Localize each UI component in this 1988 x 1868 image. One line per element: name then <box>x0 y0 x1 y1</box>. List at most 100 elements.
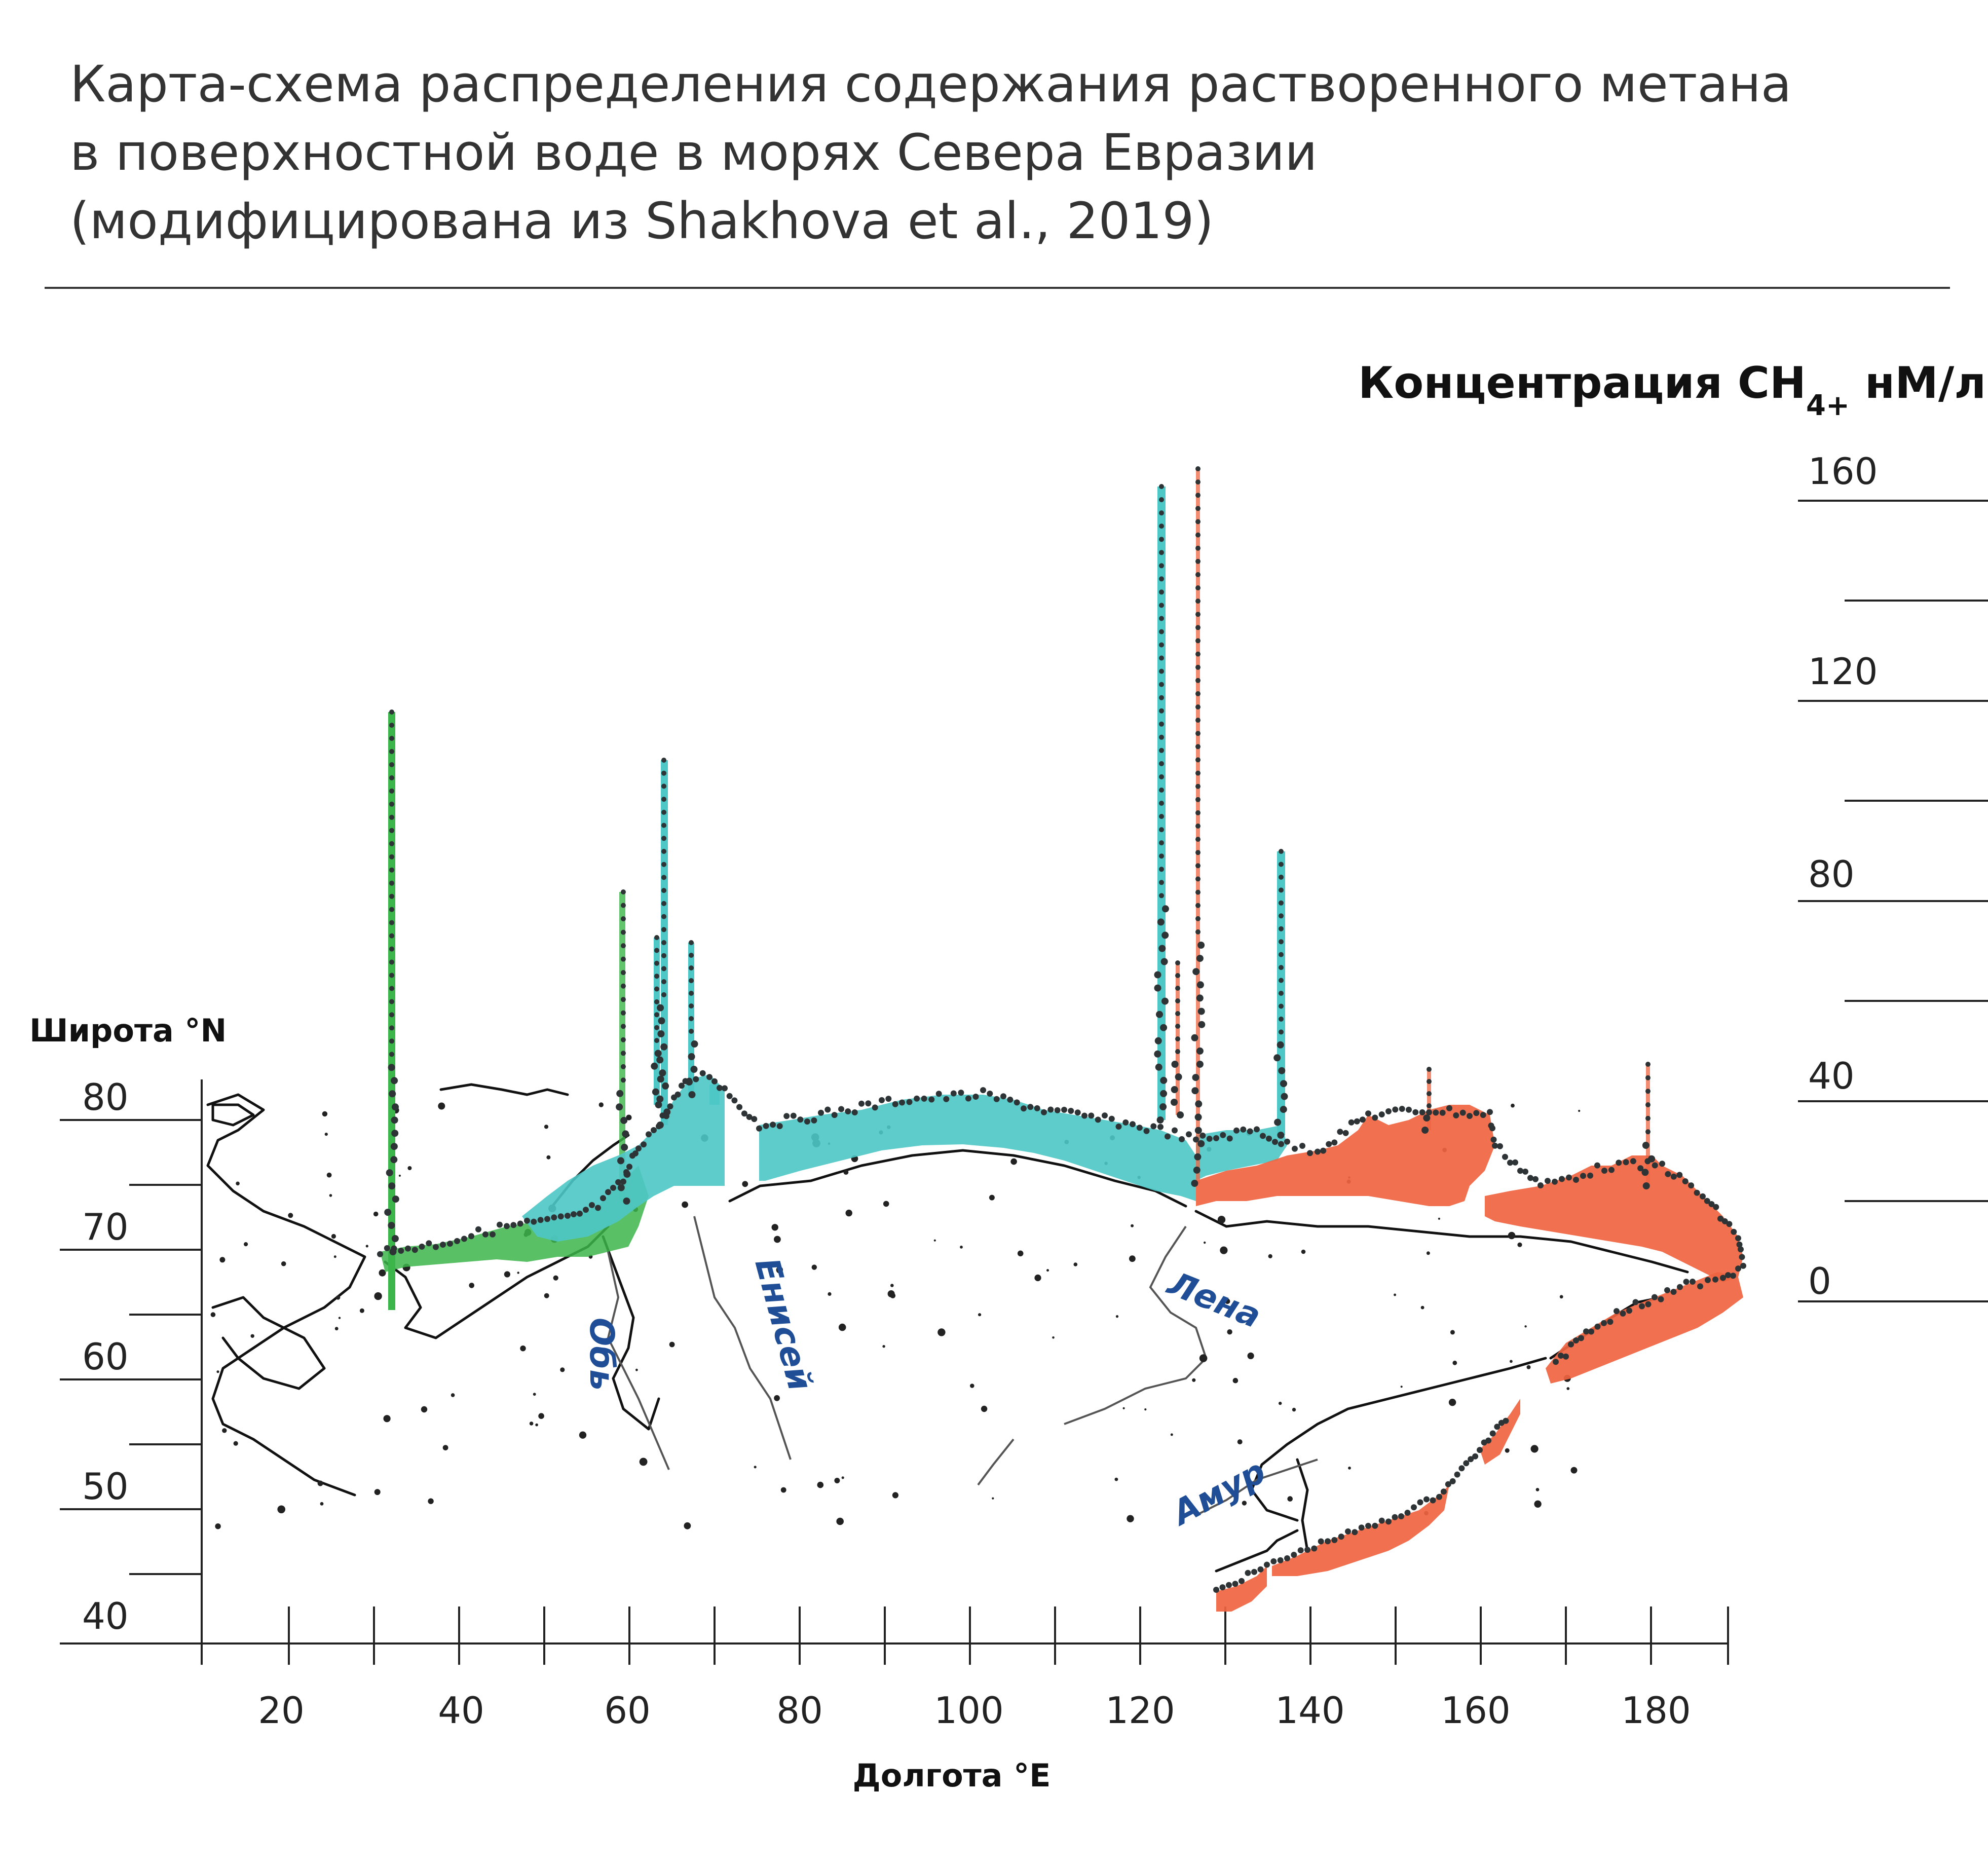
measurement-point <box>654 948 659 953</box>
measurement-point <box>389 749 394 754</box>
measurement-point <box>610 1184 616 1191</box>
map-speck <box>216 1370 219 1373</box>
measurement-point <box>741 1110 747 1117</box>
measurement-point <box>1272 1139 1278 1145</box>
measurement-point <box>389 880 394 886</box>
measurement-point <box>1639 1303 1645 1310</box>
measurement-point <box>1637 1165 1644 1172</box>
measurement-point <box>1195 519 1201 525</box>
measurement-point <box>654 974 659 979</box>
measurement-point <box>1587 1172 1593 1179</box>
map-speck <box>335 1295 341 1300</box>
measurement-point <box>1292 1145 1298 1152</box>
measurement-point <box>1233 1127 1240 1134</box>
map-speck <box>1242 1501 1247 1506</box>
measurement-point <box>1159 589 1164 595</box>
title-line-2: в поверхностной воде в морях Севера Евра… <box>70 124 1318 182</box>
measurement-point <box>1245 1570 1251 1576</box>
measurement-point <box>1449 1478 1456 1484</box>
measurement-point <box>1195 718 1201 723</box>
map-speck <box>407 1166 412 1170</box>
measurement-point <box>689 991 694 996</box>
measurement-point <box>1195 651 1201 657</box>
measurement-point <box>1326 1141 1332 1147</box>
map-speck <box>774 1236 781 1243</box>
measurement-point <box>621 943 626 949</box>
measurement-point <box>1365 1522 1371 1529</box>
measurement-point <box>693 1076 699 1082</box>
measurement-point <box>1738 1246 1744 1253</box>
map-speck <box>635 1368 638 1371</box>
measurement-point <box>1440 1488 1447 1495</box>
measurement-point <box>1677 1284 1683 1290</box>
measurement-point <box>1665 1171 1671 1177</box>
measurement-point <box>1404 1510 1411 1516</box>
measurement-point <box>746 1114 753 1120</box>
measurement-point <box>1552 1178 1558 1185</box>
map-speck <box>1450 1330 1455 1335</box>
measurement-point <box>1632 1299 1639 1305</box>
map-speck <box>1237 1439 1243 1445</box>
measurement-point <box>1195 479 1201 485</box>
measurement-point <box>654 986 659 992</box>
map-speck <box>281 1261 286 1266</box>
measurement-point <box>1159 484 1164 489</box>
measurement-point <box>1195 638 1201 644</box>
map-speck <box>438 1102 445 1110</box>
measurement-point <box>661 979 666 985</box>
measurement-point <box>1566 1174 1572 1181</box>
measurement-point <box>1492 1142 1498 1149</box>
map-speck <box>960 1245 963 1249</box>
measurement-point <box>1160 1090 1168 1097</box>
measurement-point <box>1226 1582 1232 1588</box>
measurement-point <box>1278 1141 1284 1147</box>
measurement-point <box>405 1245 411 1252</box>
measurement-point <box>656 1056 664 1064</box>
figure-title: Карта-схема распределения содержания рас… <box>70 55 1791 250</box>
measurement-point <box>1175 998 1180 1003</box>
measurement-point <box>389 946 394 952</box>
measurement-point <box>699 1070 706 1076</box>
map-speck <box>331 1234 336 1239</box>
measurement-point <box>824 1106 831 1113</box>
measurement-point <box>1130 1121 1136 1128</box>
map-speck <box>1122 1407 1125 1409</box>
measurement-point <box>389 920 394 925</box>
river-label-lena: Лена <box>1161 1263 1266 1336</box>
measurement-point <box>1165 1133 1171 1140</box>
measurement-point <box>726 1093 733 1099</box>
measurement-point <box>389 814 394 820</box>
measurement-point <box>1553 1359 1559 1365</box>
measurement-point <box>1573 1337 1579 1343</box>
measurement-point <box>987 1091 993 1097</box>
map-speck <box>992 1497 994 1500</box>
measurement-point <box>661 966 666 972</box>
map-speck <box>379 1269 386 1277</box>
map-speck <box>504 1271 511 1278</box>
map-speck <box>236 1181 240 1186</box>
measurement-point <box>1195 691 1201 696</box>
measurement-point <box>1159 840 1164 846</box>
measurement-point <box>1423 1496 1430 1503</box>
measurement-point <box>1251 1568 1257 1575</box>
measurement-point <box>691 1040 698 1048</box>
map-speck <box>250 1334 254 1338</box>
measurement-point <box>1264 1561 1270 1568</box>
measurement-point <box>661 770 666 776</box>
measurement-point <box>1266 1135 1272 1142</box>
measurement-point <box>621 1143 628 1151</box>
measurement-point <box>689 953 694 958</box>
measurement-point <box>1304 1547 1310 1553</box>
map-speck <box>1268 1254 1272 1258</box>
measurement-point <box>1670 1173 1677 1180</box>
map-speck <box>970 1384 974 1388</box>
measurement-point <box>1740 1262 1746 1269</box>
measurement-point <box>1279 991 1284 996</box>
measurement-point <box>921 1095 927 1102</box>
measurement-point <box>621 889 626 894</box>
measurement-point <box>1156 1011 1163 1018</box>
measurement-point <box>1159 814 1164 819</box>
measurement-point <box>389 1090 396 1098</box>
concentration-scale-title: Концентрация CH4+ нМ/л <box>1358 358 1986 422</box>
map-speck <box>1534 1500 1542 1508</box>
